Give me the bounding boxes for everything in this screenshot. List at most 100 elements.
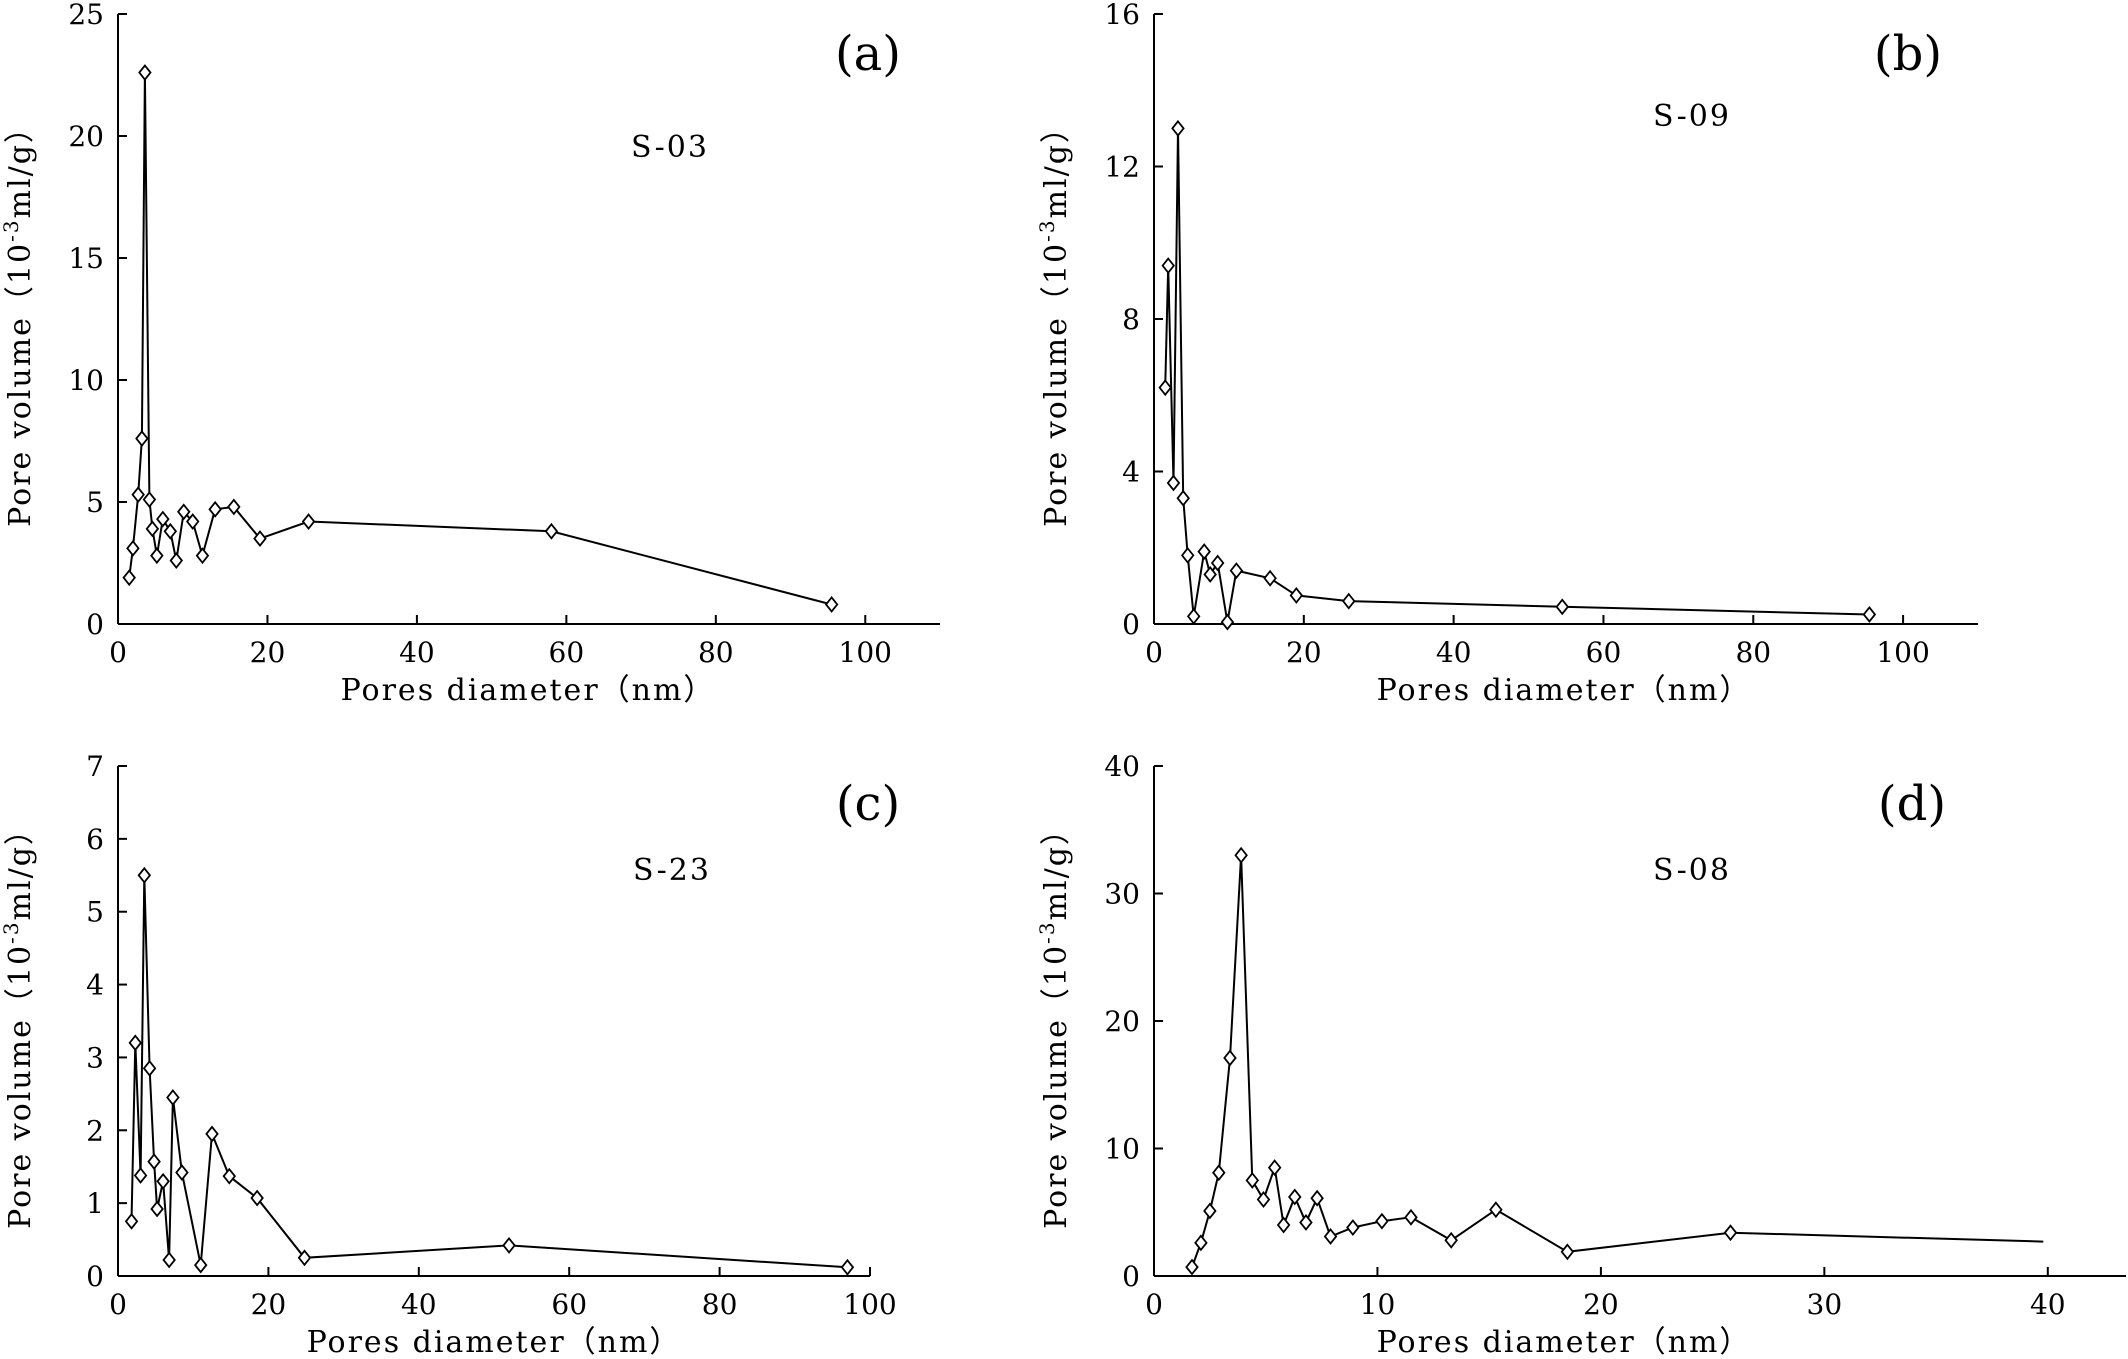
data-point-marker	[301, 513, 316, 530]
y-tick-label: 0	[86, 1260, 104, 1293]
data-point-marker	[128, 1034, 143, 1052]
x-tick-label: 0	[109, 636, 127, 669]
chart-panel-4: 0 10 20 30 40 0 10 20 30 40 Pores diameter（nm） Pore…	[1035, 750, 2126, 1359]
data-point-marker	[1323, 1228, 1338, 1245]
data-point-marker	[1299, 1214, 1313, 1231]
data-point-marker	[1212, 1164, 1226, 1182]
x-tick-label: 20	[1583, 1288, 1619, 1321]
data-point-marker	[1203, 1202, 1217, 1220]
data-point-marker	[1555, 598, 1570, 616]
data-point-marker	[1220, 613, 1235, 631]
data-point-marker	[1234, 846, 1248, 864]
data-point-marker	[205, 1125, 219, 1143]
data-point-marker	[1276, 1216, 1291, 1234]
data-point-marker	[138, 64, 152, 82]
y-axis-label-prefix: Pore volume（10	[3, 944, 38, 1229]
y-tick-label: 25	[68, 0, 104, 31]
y-axis-label-prefix: Pore volume（10	[1039, 242, 1074, 527]
y-tick-label: 0	[1122, 1260, 1140, 1293]
data-point-marker	[126, 539, 140, 557]
data-point-marker	[1444, 1231, 1458, 1249]
y-tick-label: 6	[86, 823, 104, 856]
y-tick-label: 10	[1104, 1133, 1140, 1166]
x-tick-label: 80	[698, 636, 734, 669]
data-point-marker	[150, 1200, 164, 1218]
x-tick-label: 40	[2030, 1288, 2066, 1321]
y-tick-label: 5	[86, 896, 104, 929]
series-line	[130, 875, 848, 1269]
data-point-marker	[1158, 379, 1172, 397]
y-axis-label-suffix: ml/g）	[1039, 813, 1074, 920]
data-point-marker	[250, 1189, 264, 1207]
y-tick-label: 12	[1104, 151, 1140, 184]
x-axis-label: Pores diameter（nm）	[307, 1325, 682, 1359]
data-point-marker	[1197, 543, 1211, 561]
panel-label: (d)	[1878, 776, 1946, 832]
y-axis-label: Pore volume（10-3ml/g）	[1035, 813, 1074, 1229]
data-point-marker	[122, 569, 136, 587]
y-axis-label-suffix: ml/g）	[3, 111, 38, 218]
chart-panel-3: 0 20 40 60 80 100 0 1 2 3 4 5 6 7 Pores diameter（nm） Po…	[0, 750, 900, 1359]
series-line	[128, 72, 832, 606]
y-tick-label: 15	[68, 242, 104, 275]
x-tick-label: 100	[843, 1288, 896, 1321]
data-point-marker	[227, 498, 241, 516]
data-point-marker	[1723, 1224, 1738, 1242]
y-tick-label: 16	[1104, 0, 1140, 31]
data-point-marker	[1245, 1171, 1260, 1189]
x-tick-label: 20	[251, 1288, 287, 1321]
data-point-marker	[175, 1164, 189, 1181]
x-tick-label: 40	[399, 636, 435, 669]
y-tick-label: 40	[1104, 750, 1140, 783]
data-point-marker	[1862, 606, 1877, 623]
data-point-marker	[1289, 586, 1304, 604]
y-axis-label: Pore volume（10-3ml/g）	[0, 111, 38, 527]
data-point-marker	[1166, 474, 1181, 492]
y-axis-label-exponent: -3	[1035, 218, 1059, 241]
x-tick-label: 30	[1807, 1288, 1843, 1321]
x-tick-label: 10	[1360, 1288, 1396, 1321]
x-tick-label: 0	[1145, 1288, 1163, 1321]
y-tick-label: 30	[1104, 878, 1140, 911]
y-axis-label-exponent: -3	[0, 218, 23, 241]
x-tick-label: 60	[1586, 636, 1622, 669]
series-line	[1164, 128, 1870, 623]
data-point-marker	[208, 500, 222, 518]
data-point-marker	[1263, 569, 1277, 587]
y-tick-label: 20	[1104, 1005, 1140, 1038]
data-point-marker	[193, 1256, 208, 1274]
y-axis-label-exponent: -3	[0, 920, 23, 943]
sample-annotation: S-03	[631, 130, 709, 165]
x-tick-label: 40	[401, 1288, 437, 1321]
x-tick-label: 100	[1876, 636, 1929, 669]
data-point-marker	[185, 513, 200, 530]
x-tick-label: 20	[250, 636, 286, 669]
y-axis-label: Pore volume（10-3ml/g）	[0, 813, 38, 1229]
data-point-marker	[502, 1236, 516, 1254]
data-point-marker	[1185, 1258, 1199, 1276]
data-point-marker	[1176, 489, 1190, 507]
x-tick-label: 80	[702, 1288, 738, 1321]
y-axis-label-prefix: Pore volume（10	[1039, 944, 1074, 1229]
series-line	[1191, 855, 2044, 1268]
data-point-marker	[150, 547, 164, 565]
y-tick-label: 2	[86, 1114, 104, 1147]
data-point-marker	[1203, 565, 1217, 583]
data-point-marker	[1560, 1243, 1575, 1261]
data-point-marker	[1180, 546, 1195, 564]
data-point-marker	[544, 522, 559, 540]
data-point-marker	[1223, 1049, 1237, 1067]
data-point-marker	[1161, 257, 1175, 275]
data-point-marker	[1346, 1219, 1360, 1236]
x-tick-label: 0	[1145, 636, 1163, 669]
y-tick-label: 20	[68, 120, 104, 153]
data-point-marker	[131, 486, 145, 504]
chart-panel-1: 0 20 40 60 80 100 0 5 10 15 20 25 Pores diameter（nm）…	[0, 0, 940, 708]
data-point-marker	[1489, 1201, 1503, 1219]
x-tick-label: 60	[551, 1288, 587, 1321]
x-tick-label: 0	[109, 1288, 127, 1321]
y-tick-label: 10	[68, 364, 104, 397]
x-tick-label: 100	[839, 636, 892, 669]
x-tick-label: 20	[1286, 636, 1322, 669]
data-point-marker	[156, 1172, 170, 1190]
